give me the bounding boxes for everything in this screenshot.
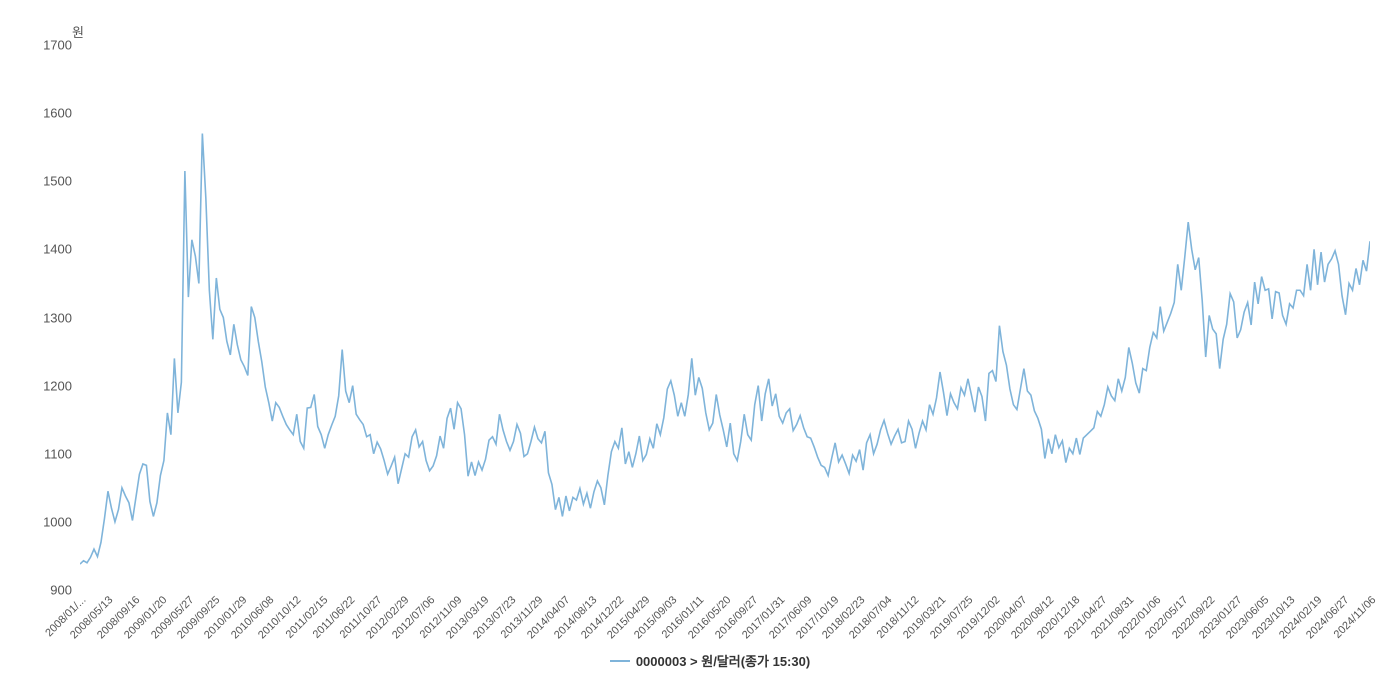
y-tick-label: 1400 (32, 242, 72, 257)
exchange-rate-chart: 원 90010001100120013001400150016001700200… (30, 10, 1390, 670)
y-tick-label: 1500 (32, 174, 72, 189)
y-tick-label: 1200 (32, 378, 72, 393)
y-tick-label: 1300 (32, 310, 72, 325)
y-tick-label: 1600 (32, 106, 72, 121)
y-axis-title: 원 (72, 22, 84, 41)
legend: 0000003 > 원/달러(종가 15:30) (30, 651, 1390, 670)
y-tick-label: 1100 (32, 446, 72, 461)
legend-label: 0000003 > 원/달러(종가 15:30) (636, 651, 810, 670)
y-tick-label: 900 (32, 583, 72, 598)
y-tick-label: 1000 (32, 514, 72, 529)
plot-area: 900100011001200130014001500160017002008/… (80, 45, 1370, 590)
line-series-svg (80, 45, 1370, 590)
legend-line-swatch (610, 660, 630, 662)
y-tick-label: 1700 (32, 38, 72, 53)
